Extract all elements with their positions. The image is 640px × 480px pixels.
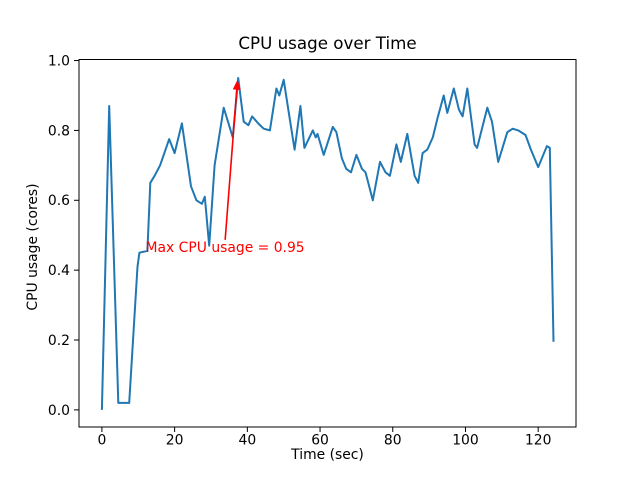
x-tick-label: 0	[97, 433, 106, 449]
annotation-arrow-shaft	[224, 85, 238, 240]
plot-border	[78, 59, 577, 428]
y-tick-label: 0.4	[48, 263, 70, 279]
cpu-usage-line	[100, 77, 555, 410]
x-tick-label: 60	[311, 433, 329, 449]
y-tick-label: 1.0	[48, 53, 70, 69]
annotation-arrowhead-icon	[232, 79, 241, 91]
x-axis-label: Time (sec)	[291, 447, 364, 463]
y-tick-label: 0.2	[48, 333, 70, 349]
x-tick-label: 20	[166, 433, 184, 449]
y-axis-label: CPU usage (cores)	[25, 183, 41, 311]
y-tick-label: 0.6	[48, 193, 70, 209]
x-tick-label: 120	[525, 433, 552, 449]
x-tick-label: 40	[238, 433, 256, 449]
chart-title: CPU usage over Time	[238, 33, 417, 53]
x-tick-label: 100	[452, 433, 479, 449]
y-tick-label: 0.8	[48, 123, 70, 139]
x-tick-label: 80	[384, 433, 402, 449]
y-tick-label: 0.0	[48, 403, 70, 419]
max-annotation-text: Max CPU usage = 0.95	[145, 240, 305, 257]
